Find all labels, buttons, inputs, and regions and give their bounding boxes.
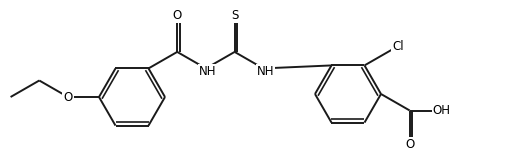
Text: O: O xyxy=(63,91,73,103)
Text: S: S xyxy=(230,9,238,22)
Text: Cl: Cl xyxy=(391,40,403,53)
Text: OH: OH xyxy=(432,104,449,117)
Text: O: O xyxy=(172,9,181,22)
Text: O: O xyxy=(405,138,414,151)
Text: NH: NH xyxy=(256,65,274,78)
Text: NH: NH xyxy=(199,65,216,78)
